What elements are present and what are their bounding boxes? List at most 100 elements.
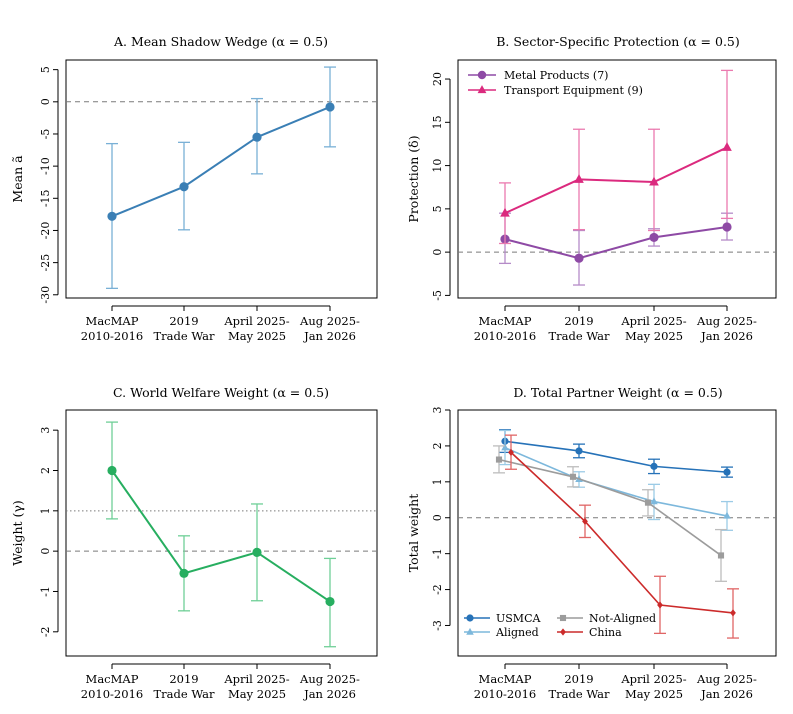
y-tick-label: -5	[431, 290, 444, 301]
legend-label: Not-Aligned	[589, 612, 656, 625]
x-category-label: April 2025-	[223, 314, 289, 328]
panel-a-y-axis-label: Mean ã	[10, 155, 25, 203]
series-line	[504, 146, 728, 215]
y-tick-label: 1	[431, 478, 444, 485]
series-line	[498, 458, 722, 557]
data-point	[717, 552, 725, 559]
panel-a-plot-frame	[65, 59, 378, 299]
y-tick-label: 3	[431, 407, 444, 414]
x-category-label: 2019	[169, 672, 198, 686]
data-point	[730, 609, 736, 617]
panel-a-data-marks	[106, 66, 336, 290]
x-category-label: Trade War	[153, 687, 215, 701]
y-tick-label: -5	[39, 129, 52, 140]
data-point	[252, 132, 262, 142]
x-category-label: Jan 2026	[303, 329, 356, 343]
legend-marker	[559, 614, 567, 622]
x-category-label: Aug 2025-	[299, 672, 360, 686]
legend-label: USMCA	[496, 612, 541, 625]
x-category-label: MacMAP	[86, 314, 139, 328]
data-point	[574, 253, 584, 263]
legend-label: China	[589, 626, 622, 639]
data-point	[107, 211, 117, 221]
data-point	[574, 174, 584, 183]
x-category-label: Trade War	[153, 329, 215, 343]
y-tick-label: -2	[39, 626, 52, 637]
data-point	[657, 601, 663, 609]
x-category-label: May 2025	[228, 329, 286, 343]
x-category-label: 2010-2016	[81, 687, 143, 701]
x-category-label: 2019	[564, 314, 593, 328]
series-line	[510, 451, 734, 614]
y-tick-label: -10	[39, 157, 52, 175]
panel-c-plot-frame	[65, 409, 378, 657]
data-point	[508, 448, 514, 456]
y-tick-label: 20	[431, 72, 444, 86]
panel-c-title: C. World Welfare Weight (α = 0.5)	[113, 385, 329, 400]
panel-c-world-welfare-weight: C. World Welfare Weight (α = 0.5) -2 -1 0 1…	[10, 385, 378, 701]
panel-b-legend: Metal Products (7) Transport Equipment (9…	[468, 69, 643, 97]
y-tick-label: -20	[39, 222, 52, 240]
x-category-label: April 2025-	[620, 672, 686, 686]
data-point	[107, 465, 117, 476]
legend-label: Metal Products (7)	[504, 69, 608, 82]
y-tick-label: 0	[39, 98, 52, 105]
y-tick-label: 10	[431, 159, 444, 173]
x-category-label: Aug 2025-	[299, 314, 360, 328]
panel-c-y-axis-label: Weight (γ)	[10, 500, 25, 566]
data-point	[722, 222, 732, 232]
x-category-label: Aug 2025-	[696, 672, 757, 686]
panel-d-plot-frame	[457, 409, 777, 657]
series-line	[504, 226, 728, 260]
data-point	[722, 142, 732, 151]
y-tick-label: 0	[431, 514, 444, 521]
x-category-label: MacMAP	[479, 314, 532, 328]
legend-marker	[466, 614, 474, 622]
y-tick-label: 2	[431, 442, 444, 449]
x-category-label: MacMAP	[479, 672, 532, 686]
x-category-label: 2010-2016	[474, 329, 536, 343]
x-category-label: Aug 2025-	[696, 314, 757, 328]
panel-c-reference-lines	[66, 510, 377, 552]
x-category-label: 2010-2016	[81, 329, 143, 343]
data-point	[325, 102, 335, 112]
x-category-label: Trade War	[548, 329, 610, 343]
legend-marker	[560, 628, 566, 636]
panel-b-title: B. Sector-Specific Protection (α = 0.5)	[496, 34, 740, 49]
y-tick-label: -30	[39, 286, 52, 304]
data-point	[644, 499, 652, 506]
x-category-label: MacMAP	[86, 672, 139, 686]
panel-b-y-axis-label: Protection (δ)	[406, 135, 421, 222]
series-line	[504, 446, 728, 517]
data-point	[650, 497, 658, 505]
x-category-label: 2019	[169, 314, 198, 328]
legend-marker	[477, 70, 487, 80]
panel-d-title: D. Total Partner Weight (α = 0.5)	[513, 385, 722, 400]
series-line	[111, 106, 331, 218]
data-point	[649, 232, 659, 243]
data-point	[650, 462, 658, 470]
data-point	[649, 176, 659, 186]
y-tick-label: 5	[39, 66, 52, 73]
data-point	[501, 443, 509, 451]
legend-marker	[477, 85, 487, 94]
x-category-label: May 2025	[625, 687, 683, 701]
panel-d-y-axis-label: Total weight	[406, 494, 421, 573]
series-line	[111, 469, 331, 603]
legend-label: Aligned	[495, 626, 539, 639]
y-tick-label: -1	[431, 548, 444, 559]
x-category-label: Jan 2026	[700, 687, 753, 701]
panel-a-title: A. Mean Shadow Wedge (α = 0.5)	[113, 34, 328, 49]
panel-d-data-marks	[493, 429, 739, 639]
y-tick-label: 3	[39, 427, 52, 434]
x-category-label: 2019	[564, 672, 593, 686]
y-tick-label: -2	[431, 584, 444, 595]
panel-b-data-marks	[499, 69, 733, 286]
y-tick-label: 5	[431, 205, 444, 212]
y-tick-label: 0	[431, 249, 444, 256]
